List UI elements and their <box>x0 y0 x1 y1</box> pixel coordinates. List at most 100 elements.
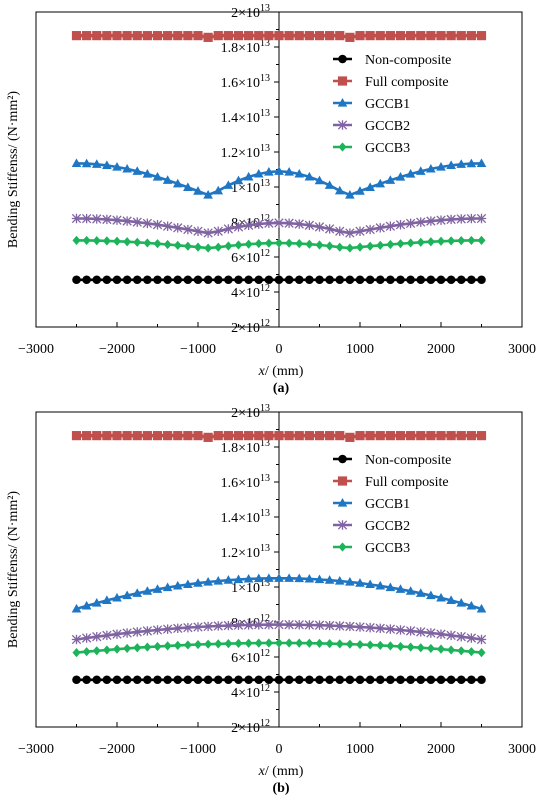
data-point <box>112 275 122 285</box>
data-point <box>324 224 335 234</box>
data-point <box>122 431 132 441</box>
data-point <box>395 625 406 635</box>
data-point <box>102 675 112 685</box>
data-point <box>375 580 386 590</box>
data-point <box>447 236 456 246</box>
data-point <box>304 431 314 441</box>
data-point <box>416 237 425 247</box>
data-point <box>446 31 456 41</box>
data-point <box>294 620 304 630</box>
data-point <box>264 431 274 441</box>
data-point <box>406 275 415 285</box>
data-point <box>193 31 203 41</box>
data-point <box>72 675 81 685</box>
data-point <box>345 577 355 586</box>
data-point <box>467 235 476 246</box>
data-point <box>436 629 446 639</box>
data-point <box>254 620 264 630</box>
data-point <box>153 675 162 685</box>
data-point <box>223 575 234 584</box>
data-point <box>224 675 233 685</box>
data-point <box>102 236 111 246</box>
data-point <box>366 241 375 251</box>
data-point <box>133 643 142 653</box>
data-point <box>396 675 405 685</box>
data-point <box>426 275 436 285</box>
data-point <box>426 163 436 173</box>
data-point <box>345 639 354 649</box>
data-point <box>214 639 223 649</box>
data-point <box>243 620 254 630</box>
data-point <box>335 621 345 631</box>
data-point <box>325 639 334 649</box>
data-point <box>102 275 112 285</box>
data-point <box>173 223 183 233</box>
data-point <box>163 431 173 441</box>
data-point <box>365 224 375 235</box>
data-point <box>456 275 466 285</box>
data-point <box>385 431 395 441</box>
data-point <box>183 241 192 251</box>
data-point <box>102 645 111 655</box>
data-point <box>476 158 487 167</box>
data-point <box>112 592 122 602</box>
data-point <box>233 222 244 232</box>
data-point <box>365 675 375 685</box>
legend-label: GCCB3 <box>365 541 410 556</box>
data-point <box>305 275 314 285</box>
y-tick-label: 1×1013 <box>231 178 270 196</box>
data-point <box>405 168 416 178</box>
legend-entry: Full composite <box>333 475 449 490</box>
data-point <box>355 31 365 41</box>
data-point <box>476 603 487 613</box>
data-point <box>253 168 264 178</box>
data-point <box>82 431 92 441</box>
data-point <box>274 31 284 41</box>
data-point <box>284 31 294 41</box>
data-point <box>153 239 162 249</box>
data-point <box>203 189 213 199</box>
data-point <box>72 275 81 285</box>
data-point <box>345 189 355 199</box>
data-point <box>365 182 375 191</box>
data-point <box>183 675 193 685</box>
data-point <box>305 239 314 249</box>
data-point <box>71 213 82 224</box>
data-point <box>477 675 486 685</box>
legend-marker <box>337 120 348 130</box>
data-point <box>314 574 325 584</box>
data-point <box>132 588 143 597</box>
data-point <box>132 675 142 685</box>
data-point <box>112 31 122 41</box>
data-point <box>375 31 385 41</box>
data-point <box>324 180 335 189</box>
y-tick-label: 1.8×1013 <box>221 38 270 56</box>
data-point <box>92 235 101 246</box>
data-point <box>194 639 202 650</box>
data-point <box>294 168 305 178</box>
data-point <box>325 31 335 41</box>
data-point <box>304 573 315 583</box>
data-point <box>162 175 173 184</box>
data-point <box>254 238 263 249</box>
data-point <box>92 31 102 41</box>
data-point <box>437 236 445 246</box>
data-point <box>244 431 254 441</box>
data-point <box>254 275 264 285</box>
data-point <box>284 167 294 176</box>
legend-entry: GCCB2 <box>333 519 410 534</box>
data-point <box>305 675 314 685</box>
data-point <box>355 622 365 632</box>
data-point <box>213 576 224 585</box>
data-point <box>234 240 243 250</box>
data-point <box>365 431 375 441</box>
data-point <box>356 639 364 650</box>
data-point <box>183 182 193 191</box>
data-point <box>102 630 112 641</box>
data-point <box>91 159 102 168</box>
y-tick-label: 2×1013 <box>231 3 270 21</box>
data-point <box>446 160 456 170</box>
data-point <box>234 675 243 685</box>
data-point <box>82 31 92 41</box>
data-point <box>294 431 304 441</box>
